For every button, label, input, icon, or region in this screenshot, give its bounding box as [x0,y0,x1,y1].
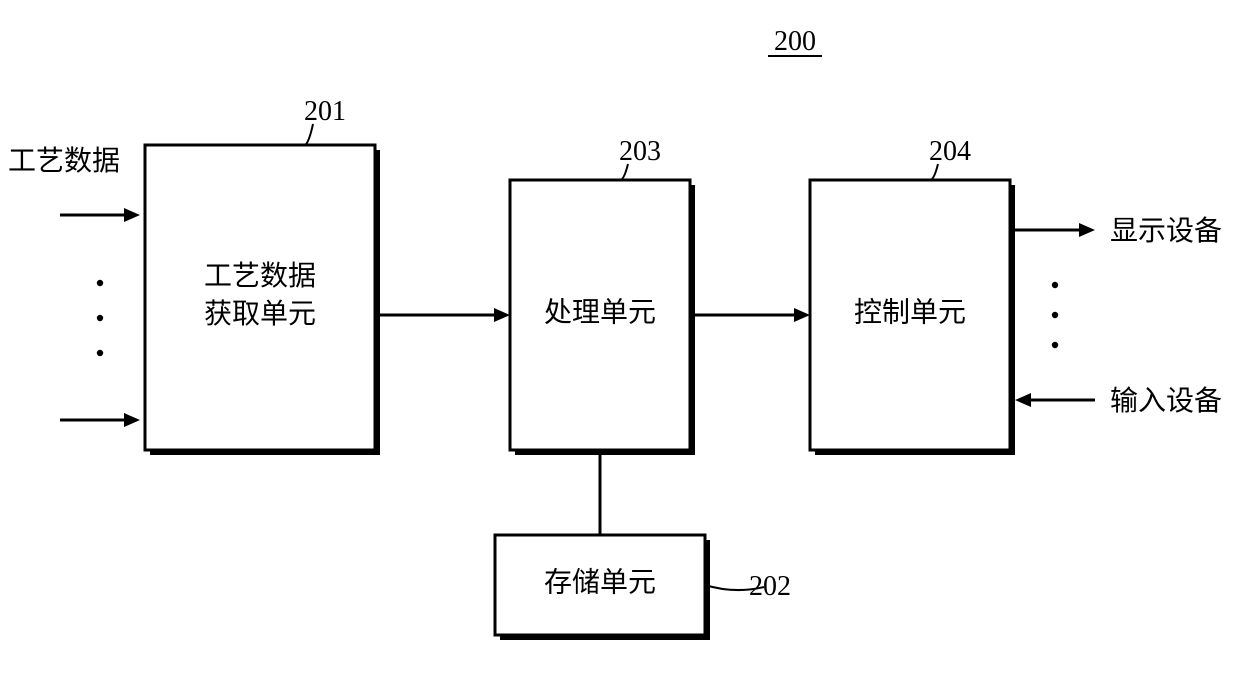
io-label-right: 输入设备 [1110,385,1222,417]
dots-icon [97,280,103,286]
figure-ref-title: 200 [774,26,816,57]
ref-label-n204: 204 [929,136,971,167]
dots-icon [1052,342,1058,348]
io-label-left: 工艺数据 [8,145,120,177]
dots-icon [1052,282,1058,288]
io-label-right: 显示设备 [1110,215,1222,247]
ref-label-n203: 203 [619,136,661,167]
block-label: 处理单元 [544,296,656,328]
dots-icon [97,315,103,321]
block-label: 控制单元 [854,296,966,328]
ref-label-n201: 201 [304,96,346,127]
ref-leader [305,124,313,145]
block-label: 存储单元 [544,566,656,598]
dots-icon [1052,312,1058,318]
dots-icon [97,350,103,356]
block-label: 工艺数据 [204,260,316,292]
block-label: 获取单元 [204,298,316,330]
ref-label-n202: 202 [749,571,791,602]
